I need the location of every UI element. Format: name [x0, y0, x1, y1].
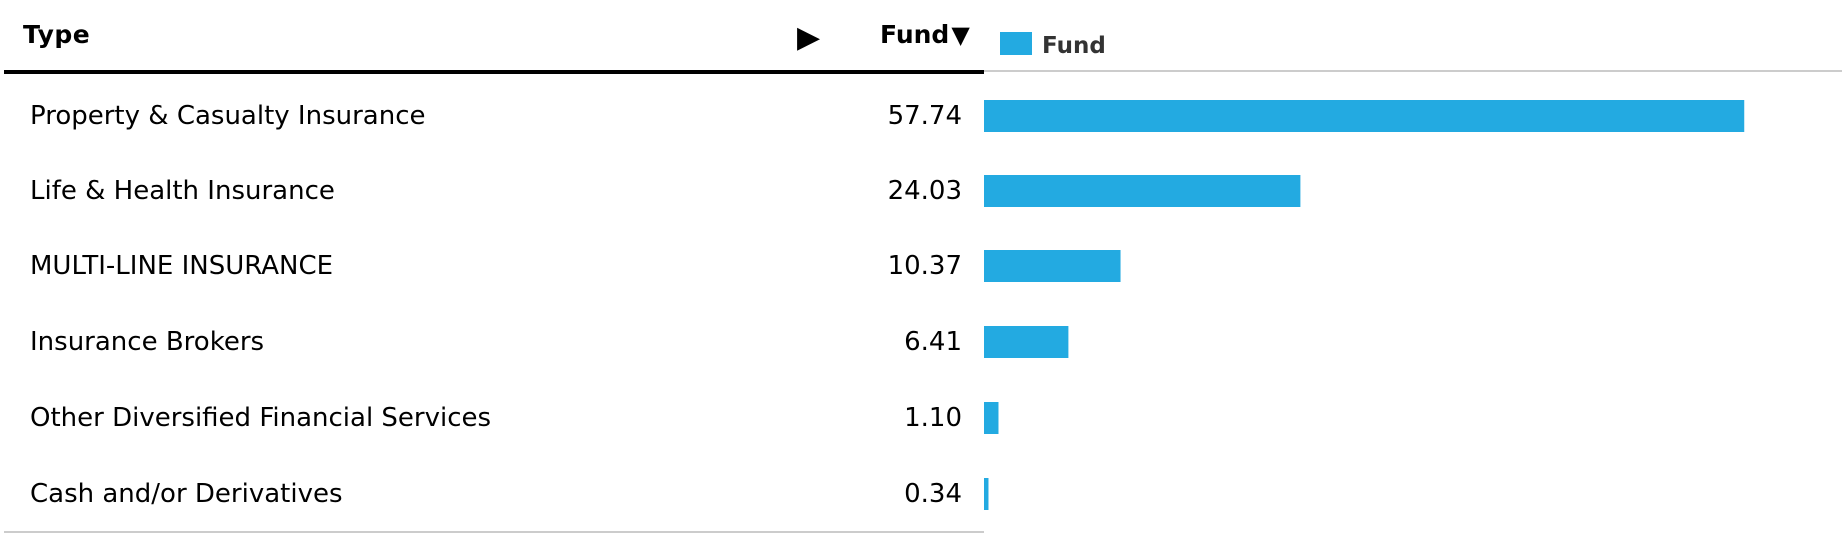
table-row: Insurance Brokers 6.41 — [4, 304, 984, 380]
table-row: Life & Health Insurance 24.03 — [4, 153, 984, 229]
bar-4 — [984, 326, 1069, 358]
expand-arrow-icon[interactable]: ▶ — [797, 20, 821, 55]
row-type-label: Other Diversified Financial Services — [30, 403, 492, 433]
row-type-label: MULTI-LINE INSURANCE — [30, 251, 334, 281]
row-type-label: Life & Health Insurance — [30, 176, 335, 206]
bar-5 — [984, 402, 999, 434]
bar-2 — [984, 175, 1301, 207]
row-type-label: Cash and/or Derivatives — [30, 479, 343, 509]
bar-6 — [984, 478, 989, 510]
table-row: Property & Casualty Insurance 57.74 — [4, 78, 984, 154]
row-fund-value: 10.37 — [887, 251, 962, 281]
table-row: Cash and/or Derivatives 0.34 — [4, 456, 984, 532]
bar-chart: Fund — [984, 32, 1842, 510]
legend-swatch — [1000, 32, 1032, 55]
type-column-header: Type — [23, 20, 91, 49]
table-bottom-rule — [4, 531, 984, 533]
row-type-label: Property & Casualty Insurance — [30, 101, 426, 131]
bars-group — [984, 100, 1745, 510]
allocation-table: Type ▶ Fund▼ Property & Casualty Insuran… — [4, 0, 984, 536]
row-fund-value: 0.34 — [904, 479, 962, 509]
fund-column-header[interactable]: Fund▼ — [880, 20, 970, 49]
row-fund-value: 57.74 — [887, 101, 962, 131]
row-fund-value: 1.10 — [904, 403, 962, 433]
row-type-label: Insurance Brokers — [30, 327, 265, 357]
bar-3 — [984, 250, 1121, 282]
bar-chart-panel: Fund — [984, 0, 1842, 536]
fund-column-header-label: Fund — [880, 20, 950, 49]
bar-1 — [984, 100, 1745, 132]
table-header-row: Type ▶ Fund▼ — [4, 0, 984, 74]
legend-label: Fund — [1042, 33, 1106, 59]
sort-descending-icon: ▼ — [951, 21, 970, 49]
row-fund-value: 6.41 — [904, 327, 962, 357]
table-row: MULTI-LINE INSURANCE 10.37 — [4, 228, 984, 304]
table-row: Other Diversified Financial Services 1.1… — [4, 380, 984, 456]
row-fund-value: 24.03 — [887, 176, 962, 206]
